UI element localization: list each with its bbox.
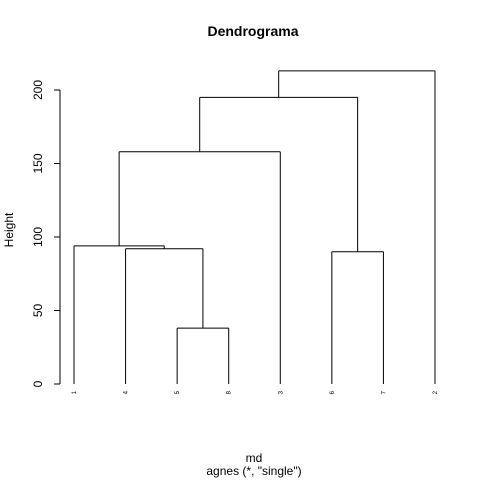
leaf-label: 2 (433, 390, 439, 394)
leaf-label: 8 (227, 390, 233, 394)
leaf-labels: 1 4 5 8 3 6 7 2 (72, 390, 439, 394)
y-tick-label: 0 (31, 380, 45, 387)
leaf-label: 4 (124, 390, 130, 394)
merge-link (278, 70, 436, 384)
x-axis-label: md (246, 451, 263, 465)
y-tick-label: 100 (31, 227, 45, 247)
merge-link (199, 96, 359, 252)
dendrogram-tree (73, 70, 436, 384)
merge-link (125, 248, 204, 384)
leaf-label: 7 (381, 390, 387, 394)
merge-link (176, 327, 230, 384)
y-tick-label: 150 (31, 153, 45, 173)
y-axis: 0 50 100 150 200 (31, 80, 61, 387)
leaf-label: 5 (175, 390, 181, 394)
merge-link (118, 151, 281, 384)
y-axis-label: Height (2, 212, 16, 247)
y-tick-label: 200 (31, 80, 45, 100)
chart-title: Dendrograma (207, 23, 298, 39)
merge-link (331, 251, 384, 384)
leaf-label: 3 (278, 390, 284, 394)
leaf-label: 1 (72, 390, 78, 394)
leaf-label: 6 (330, 390, 336, 394)
chart-subtitle: agnes (*, "single") (206, 464, 301, 478)
merge-link (73, 245, 165, 384)
y-tick-label: 50 (31, 304, 45, 318)
